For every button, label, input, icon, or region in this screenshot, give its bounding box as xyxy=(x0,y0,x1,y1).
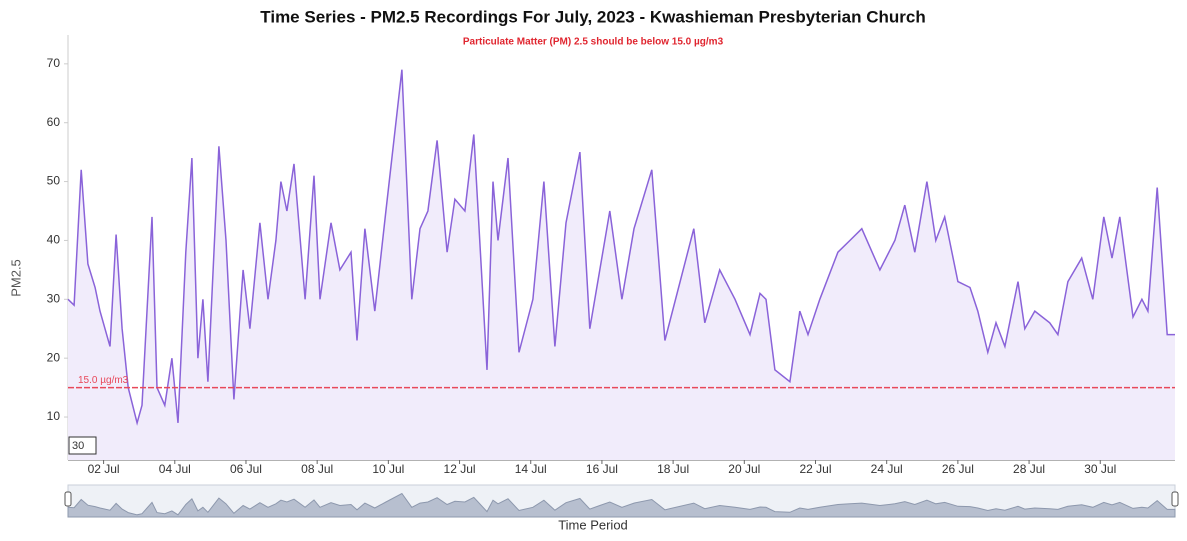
x-axis-label: Time Period xyxy=(558,517,628,532)
zoom-handle xyxy=(1171,491,1179,507)
chart-title: Time Series - PM2.5 Recordings For July,… xyxy=(260,7,925,26)
x-tick-label: 08 Jul xyxy=(301,462,333,476)
x-tick-label: 06 Jul xyxy=(230,462,262,476)
y-tick-label: 20 xyxy=(47,350,61,364)
x-tick-label: 10 Jul xyxy=(372,462,404,476)
y-tick-label: 50 xyxy=(47,174,61,188)
y-tick-label: 30 xyxy=(47,291,61,305)
zoom-box xyxy=(68,436,97,455)
x-tick-label: 02 Jul xyxy=(88,462,120,476)
line xyxy=(67,69,1175,426)
threshold-label: 15.0 µg/m3 xyxy=(78,375,129,386)
zoom-handle xyxy=(64,491,72,507)
area xyxy=(68,69,1175,460)
x-tick-label: 20 Jul xyxy=(728,462,760,476)
zoom-label: 30 xyxy=(72,440,84,452)
x-tick-label: 26 Jul xyxy=(942,462,974,476)
y-axis-label: PM2.5 xyxy=(8,259,23,297)
y-tick-label: 60 xyxy=(47,115,61,129)
x-tick-label: 04 Jul xyxy=(159,462,191,476)
x-tick-label: 22 Jul xyxy=(799,462,831,476)
x-tick-label: 30 Jul xyxy=(1084,462,1116,476)
x-tick-label: 16 Jul xyxy=(586,462,618,476)
zoom-overview xyxy=(67,492,1176,518)
y-tick-label: 40 xyxy=(47,233,61,247)
chart-subtitle: Particulate Matter (PM) 2.5 should be be… xyxy=(463,37,724,48)
x-tick-label: 14 Jul xyxy=(515,462,547,476)
x-tick-label: 28 Jul xyxy=(1013,462,1045,476)
x-tick-label: 18 Jul xyxy=(657,462,689,476)
y-tick-label: 70 xyxy=(47,56,61,70)
x-tick-label: 24 Jul xyxy=(871,462,903,476)
x-tick-label: 12 Jul xyxy=(444,462,476,476)
y-tick-label: 10 xyxy=(47,409,61,423)
